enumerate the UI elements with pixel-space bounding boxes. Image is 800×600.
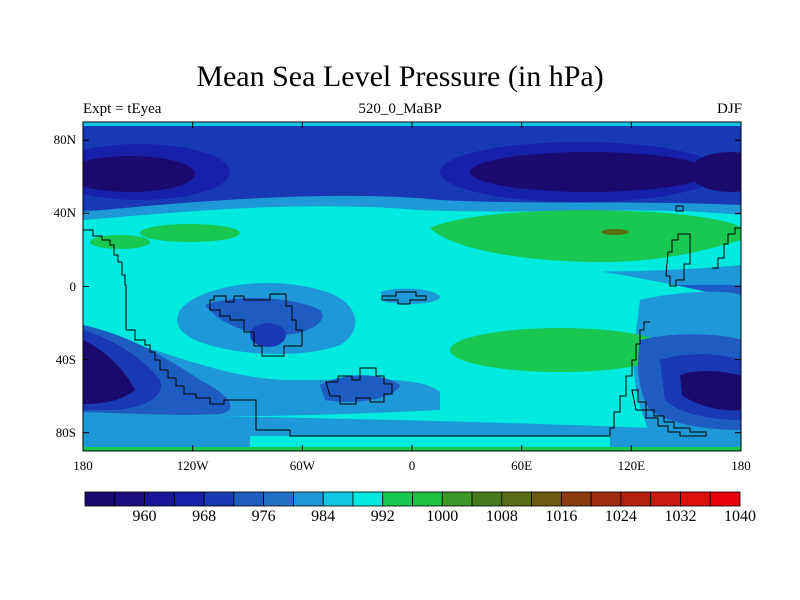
colorbar-swatch [501, 491, 532, 507]
colorbar-swatch [173, 491, 205, 507]
colorbar-label: 1000 [426, 508, 459, 525]
high-northwest-edge [90, 235, 150, 249]
trough-west-core [205, 298, 323, 335]
coastline-western-landmass [83, 229, 650, 437]
colorbar-label: 960 [132, 508, 157, 525]
colorbar-swatch [709, 491, 741, 507]
high-northeast-core [601, 229, 629, 235]
x-tick-label: 60W [289, 458, 315, 473]
storm-track-west-core [83, 340, 135, 404]
coastline-central-island [209, 293, 303, 357]
colorbar-swatch [382, 491, 413, 507]
season-label: DJF [716, 101, 742, 117]
experiment-label: Expt = tEyea [83, 101, 162, 117]
colorbar [84, 491, 741, 507]
colorbar-label: 976 [251, 508, 276, 525]
colorbar-swatch [203, 491, 235, 507]
colorbar-label: 1024 [604, 508, 637, 525]
coastline-southern-island [325, 367, 393, 405]
y-tick-label: 40S [55, 351, 76, 367]
x-tick-label: 0 [408, 458, 416, 473]
x-tick-label: 180 [73, 458, 93, 473]
colorbar-label: 968 [192, 508, 217, 525]
colorbar-swatch [620, 491, 652, 507]
x-tick-label: 180 [731, 458, 751, 473]
tick-marks [82, 122, 742, 451]
period-label: 520_0_MaBP [358, 101, 442, 117]
coastlines [83, 205, 741, 437]
low-south-central [320, 375, 400, 402]
antarctic-interior [250, 436, 610, 450]
x-tick-label: 120E [617, 458, 646, 473]
colorbar-swatch [560, 491, 592, 507]
y-tick-label: 0 [69, 278, 77, 294]
colorbar-swatch [84, 491, 116, 507]
colorbar-swatch [352, 491, 384, 507]
high-northwest [140, 224, 240, 242]
coastline-eastern-peninsula [712, 227, 741, 269]
low-northeast-core [470, 152, 710, 192]
y-tick-label: 40N [53, 205, 76, 221]
chart-title: Mean Sea Level Pressure (in hPa) [196, 60, 604, 93]
x-tick-label: 60E [511, 458, 533, 473]
colorbar-swatch [144, 491, 175, 507]
colorbar-swatch [233, 491, 265, 507]
colorbar-swatch [263, 491, 294, 507]
low-northwest-core [83, 156, 195, 192]
coastline-small-island [675, 205, 684, 212]
colorbar-label: 1008 [485, 508, 518, 525]
colorbar-swatch [293, 491, 324, 507]
high-northeast [430, 210, 741, 262]
colorbar-label: 1032 [664, 508, 697, 525]
colorbar-label: 1016 [545, 508, 578, 525]
high-southern [450, 328, 670, 372]
colorbar-swatch [680, 491, 711, 507]
colorbar-swatch [412, 491, 443, 507]
y-tick-label: 80N [53, 132, 76, 148]
colorbar-swatch [114, 491, 145, 507]
x-tick-label: 120W [176, 458, 209, 473]
colorbar-label: 984 [311, 508, 336, 525]
pressure-field [83, 122, 741, 451]
colorbar-swatch [322, 491, 354, 507]
low-northeast-edge [690, 152, 741, 192]
coastline-southeast-spit [631, 389, 707, 437]
colorbar-label: 992 [370, 508, 395, 525]
colorbar-swatch [650, 491, 681, 507]
colorbar-swatch [531, 491, 562, 507]
coastline-eastern-island [665, 233, 691, 287]
colorbar-swatch [590, 491, 622, 507]
colorbar-swatch [471, 491, 503, 507]
colorbar-label: 1040 [724, 508, 756, 525]
colorbar-swatch [441, 491, 473, 507]
trough-west-center [250, 323, 286, 347]
coastline-equatorial-islet [381, 291, 427, 305]
storm-track-east-core [680, 371, 741, 411]
y-tick-label: 80S [55, 424, 76, 440]
